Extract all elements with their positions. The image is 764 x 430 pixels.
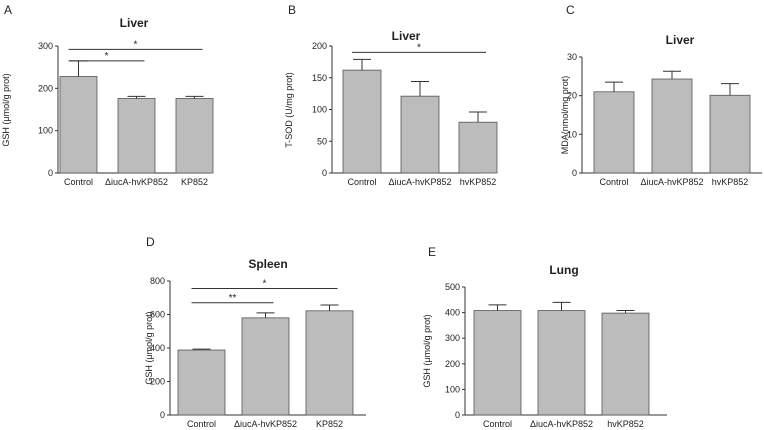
significance-marker: ** — [229, 293, 237, 304]
bar — [175, 98, 214, 174]
y-tick-label: 10 — [567, 129, 577, 139]
y-tick-label: 50 — [317, 136, 327, 146]
x-category-label: Control — [483, 419, 512, 429]
y-axis-label: GSH (μmol/g prot) — [1, 73, 11, 146]
x-category-label: ΔiucA-hvKP852 — [388, 177, 451, 187]
y-tick-label: 600 — [150, 310, 165, 320]
chart-title: Spleen — [248, 257, 287, 271]
y-tick-label: 30 — [567, 52, 577, 62]
significance-marker: * — [417, 42, 421, 53]
y-tick-label: 300 — [38, 41, 53, 51]
bar — [601, 312, 650, 416]
panel-label: D — [146, 235, 155, 249]
y-tick-label: 0 — [48, 168, 53, 178]
chart-title: Lung — [549, 263, 578, 277]
significance-marker: * — [134, 39, 138, 50]
y-tick-label: 200 — [150, 377, 165, 387]
y-tick-label: 400 — [150, 343, 165, 353]
y-tick-label: 200 — [312, 41, 327, 51]
y-tick-label: 100 — [312, 105, 327, 115]
panel-label: C — [566, 3, 575, 17]
y-tick-label: 0 — [322, 168, 327, 178]
bar — [400, 95, 440, 174]
y-tick-label: 100 — [38, 126, 53, 136]
x-category-label: Control — [187, 419, 216, 429]
x-category-label: hvKP852 — [712, 177, 749, 187]
y-tick-label: 150 — [312, 73, 327, 83]
panel-label: B — [288, 3, 296, 17]
significance-marker: * — [105, 51, 109, 62]
significance-marker: * — [263, 279, 267, 290]
y-tick-label: 0 — [160, 410, 165, 420]
y-tick-label: 20 — [567, 91, 577, 101]
chart-title: Liver — [120, 16, 149, 30]
chart-panel-d: D Spleen GSH (μmol/g prot) 0 200 400 600 800 Con… — [144, 235, 366, 429]
bar — [305, 310, 354, 416]
y-axis-label: GSH (μmol/g prot) — [144, 311, 154, 384]
panel-label: E — [428, 245, 436, 259]
bar — [177, 349, 226, 416]
x-category-label: hvKP852 — [607, 419, 644, 429]
x-category-label: KP852 — [181, 177, 208, 187]
bar — [537, 310, 586, 416]
chart-panel-c: C Liver MDA(nmol/mg prot) 0 10 20 30 Control Δiu… — [560, 3, 762, 187]
y-tick-label: 400 — [445, 308, 460, 318]
chart-title: Liver — [392, 29, 421, 43]
y-axis-label: GSH (μmol/g prot) — [422, 314, 432, 387]
y-tick-label: 0 — [455, 410, 460, 420]
chart-panel-b: B Liver T-SOD (U/mg prot) 0 50 100 150 200 Contr… — [284, 3, 498, 187]
x-category-label: ΔiucA-hvKP852 — [234, 419, 297, 429]
x-category-label: Control — [599, 177, 628, 187]
chart-panel-e: E Lung GSH (μmol/g prot) 0 100 200 300 400 500 Co… — [422, 245, 667, 429]
y-axis-label: T-SOD (U/mg prot) — [284, 72, 294, 148]
chart-title: Liver — [666, 33, 695, 47]
y-tick-label: 300 — [445, 333, 460, 343]
x-category-label: Control — [347, 177, 376, 187]
bar — [709, 94, 751, 174]
y-tick-label: 0 — [572, 168, 577, 178]
bar — [117, 98, 156, 174]
x-category-label: ΔiucA-hvKP852 — [640, 177, 703, 187]
y-axis-label: MDA(nmol/mg prot) — [560, 76, 570, 155]
bar — [342, 69, 382, 174]
bar — [458, 121, 498, 174]
bar — [241, 317, 290, 416]
bar — [473, 310, 522, 416]
chart-panel-a: A Liver GSH (μmol/g prot) 0 100 200 300 Control… — [1, 3, 214, 187]
y-tick-label: 200 — [445, 359, 460, 369]
y-tick-label: 200 — [38, 83, 53, 93]
bar — [651, 78, 693, 174]
bar — [593, 91, 635, 174]
panel-label: A — [4, 3, 12, 17]
y-tick-label: 100 — [445, 384, 460, 394]
y-tick-label: 800 — [150, 276, 165, 286]
x-category-label: KP852 — [316, 419, 343, 429]
y-tick-label: 500 — [445, 282, 460, 292]
bar — [59, 76, 98, 174]
x-category-label: ΔiucA-hvKP852 — [530, 419, 593, 429]
x-category-label: ΔiucA-hvKP852 — [105, 177, 168, 187]
x-category-label: hvKP852 — [460, 177, 497, 187]
x-category-label: Control — [64, 177, 93, 187]
